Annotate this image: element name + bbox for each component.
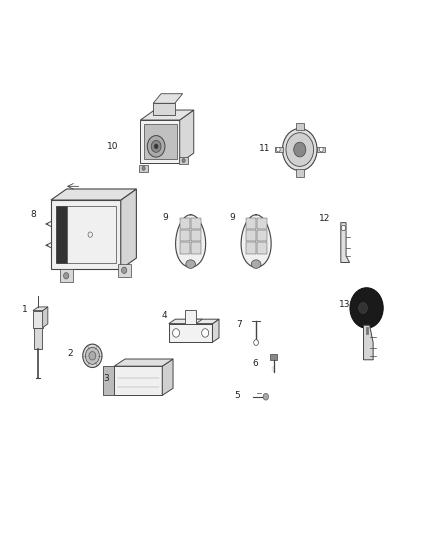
Circle shape — [89, 352, 96, 360]
Polygon shape — [153, 103, 175, 115]
Circle shape — [83, 344, 102, 368]
Polygon shape — [121, 189, 136, 269]
Bar — [296, 169, 304, 176]
Polygon shape — [56, 206, 67, 263]
Ellipse shape — [251, 260, 261, 268]
Polygon shape — [212, 319, 219, 342]
Polygon shape — [139, 165, 148, 172]
Text: 1: 1 — [22, 304, 28, 313]
Ellipse shape — [294, 142, 306, 157]
Bar — [180, 230, 190, 241]
Polygon shape — [103, 366, 114, 395]
Circle shape — [173, 329, 180, 337]
Bar — [257, 243, 267, 254]
Circle shape — [122, 267, 127, 273]
Polygon shape — [169, 324, 212, 342]
Text: 12: 12 — [319, 214, 330, 223]
Text: 11: 11 — [259, 144, 271, 153]
Ellipse shape — [186, 260, 195, 268]
Ellipse shape — [147, 135, 165, 157]
Text: 13: 13 — [339, 300, 350, 309]
Polygon shape — [153, 94, 183, 103]
Bar — [317, 147, 325, 152]
Text: 7: 7 — [236, 320, 241, 329]
Text: 6: 6 — [252, 359, 258, 368]
Bar — [191, 217, 201, 229]
Circle shape — [319, 147, 323, 152]
Polygon shape — [179, 157, 188, 164]
Ellipse shape — [283, 128, 317, 171]
Bar — [257, 230, 267, 241]
Polygon shape — [51, 200, 121, 269]
Polygon shape — [169, 319, 219, 324]
Text: 9: 9 — [163, 213, 169, 222]
Polygon shape — [341, 223, 350, 263]
Polygon shape — [114, 359, 173, 366]
Bar — [246, 230, 256, 241]
Polygon shape — [114, 366, 162, 395]
Ellipse shape — [151, 140, 161, 152]
Circle shape — [142, 166, 145, 170]
Circle shape — [182, 159, 185, 163]
Circle shape — [359, 303, 367, 313]
Text: 10: 10 — [107, 142, 118, 151]
Polygon shape — [185, 319, 202, 324]
Bar — [246, 217, 256, 229]
Circle shape — [276, 147, 280, 152]
Text: 9: 9 — [229, 213, 235, 222]
Bar — [180, 243, 190, 254]
Text: 2: 2 — [67, 349, 73, 358]
Polygon shape — [34, 328, 42, 349]
Bar — [296, 123, 304, 130]
Polygon shape — [60, 269, 73, 282]
Polygon shape — [33, 307, 48, 311]
Circle shape — [341, 225, 346, 231]
Polygon shape — [141, 120, 180, 163]
Ellipse shape — [154, 144, 158, 149]
Circle shape — [85, 348, 99, 365]
Polygon shape — [51, 189, 136, 200]
Circle shape — [64, 272, 69, 279]
Polygon shape — [180, 110, 194, 163]
Text: 8: 8 — [31, 210, 36, 219]
Polygon shape — [118, 264, 131, 277]
Polygon shape — [141, 110, 194, 120]
Text: 3: 3 — [103, 374, 109, 383]
Bar — [180, 217, 190, 229]
Polygon shape — [144, 124, 177, 159]
Polygon shape — [364, 325, 373, 360]
Bar — [191, 230, 201, 241]
Text: 5: 5 — [234, 391, 240, 400]
Polygon shape — [176, 215, 205, 267]
Bar — [246, 243, 256, 254]
Circle shape — [201, 329, 208, 337]
Ellipse shape — [286, 133, 314, 166]
Bar — [257, 217, 267, 229]
Polygon shape — [185, 310, 196, 324]
Circle shape — [350, 288, 383, 328]
Circle shape — [263, 393, 268, 400]
Polygon shape — [42, 307, 48, 328]
Polygon shape — [33, 311, 42, 328]
Polygon shape — [241, 215, 271, 267]
Polygon shape — [162, 359, 173, 395]
Bar — [275, 147, 283, 152]
Circle shape — [254, 340, 258, 345]
Text: 4: 4 — [162, 311, 167, 320]
Bar — [270, 354, 277, 360]
Bar — [191, 243, 201, 254]
